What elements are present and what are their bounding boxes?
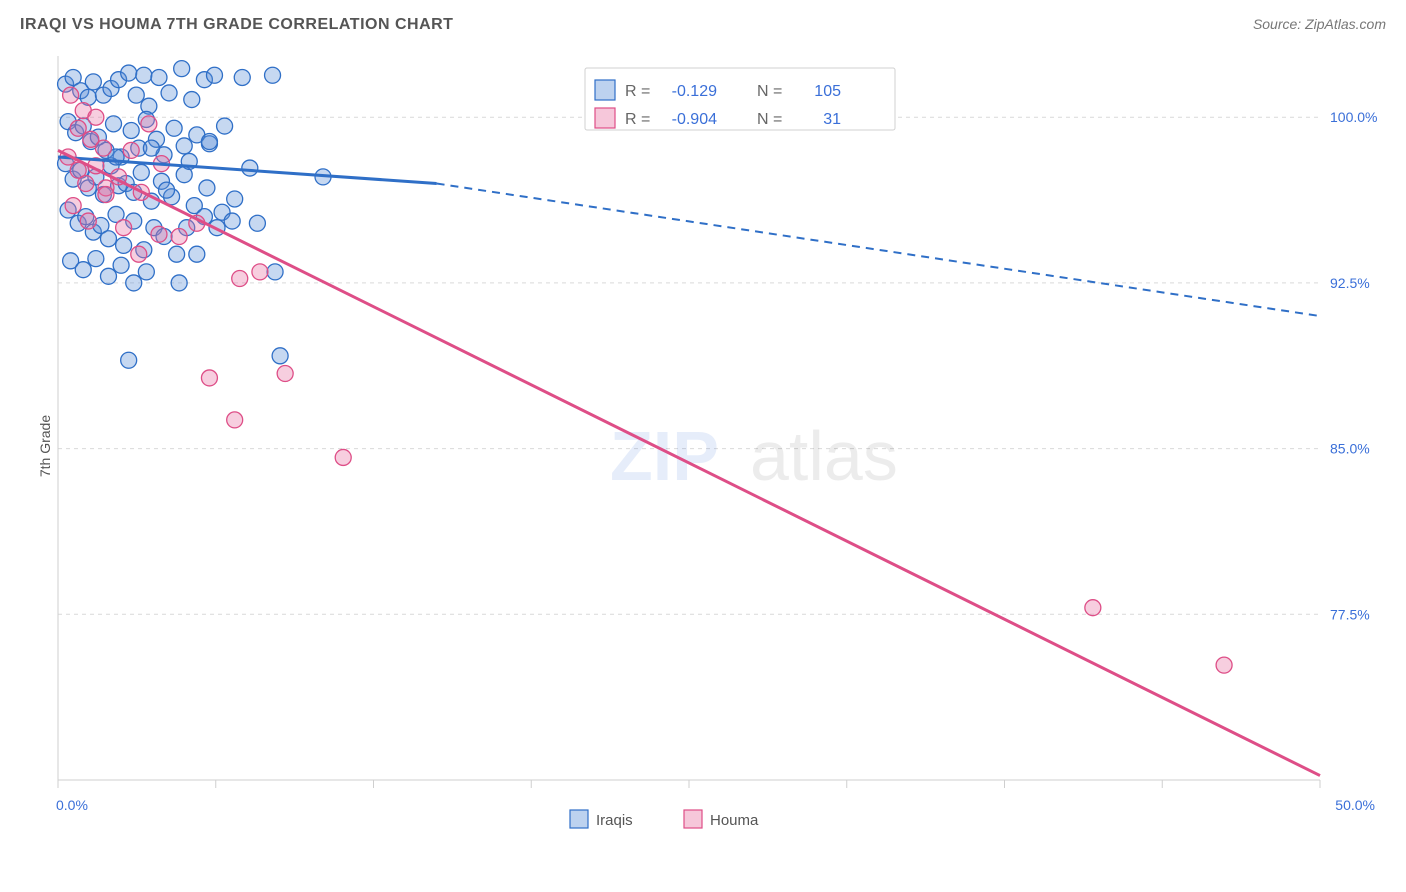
legend-n-label: N = <box>757 83 782 100</box>
data-point <box>277 366 293 382</box>
data-point <box>252 264 268 280</box>
data-point <box>113 257 129 273</box>
data-point <box>201 370 217 386</box>
watermark-light: atlas <box>750 417 898 495</box>
data-point <box>176 138 192 154</box>
x-tick-label: 50.0% <box>1335 797 1375 813</box>
data-point <box>106 116 122 132</box>
data-point <box>121 65 137 81</box>
data-point <box>227 412 243 428</box>
data-point <box>335 449 351 465</box>
data-point <box>78 176 94 192</box>
data-point <box>184 92 200 108</box>
data-point <box>272 348 288 364</box>
data-point <box>151 69 167 85</box>
data-point <box>249 215 265 231</box>
data-point <box>169 246 185 262</box>
y-tick-label: 85.0% <box>1330 441 1370 457</box>
legend-n-value: 105 <box>814 83 841 100</box>
trend-line <box>58 150 1320 775</box>
y-tick-label: 77.5% <box>1330 606 1370 622</box>
data-point <box>133 164 149 180</box>
legend-r-label: R = <box>625 111 650 128</box>
data-point <box>232 271 248 287</box>
data-point <box>171 229 187 245</box>
data-point <box>189 246 205 262</box>
legend-swatch <box>595 80 615 100</box>
data-point <box>199 180 215 196</box>
data-point <box>80 213 96 229</box>
chart-svg: 77.5% 85.0% 92.5% 100.0% 0.0% 50.0% ZIP atlas R … <box>50 50 1380 830</box>
data-point <box>95 140 111 156</box>
data-point <box>161 85 177 101</box>
data-point <box>242 160 258 176</box>
data-point <box>128 87 144 103</box>
watermark-bold: ZIP <box>610 417 719 495</box>
legend-r-value: -0.904 <box>672 111 717 128</box>
legend-swatch <box>595 108 615 128</box>
data-point <box>63 87 79 103</box>
data-point <box>131 246 147 262</box>
legend-r-value: -0.129 <box>672 83 717 100</box>
source-label: Source: ZipAtlas.com <box>1253 16 1386 32</box>
data-point <box>234 69 250 85</box>
data-point <box>123 122 139 138</box>
data-point <box>201 134 217 150</box>
legend-r-label: R = <box>625 83 650 100</box>
data-point <box>138 264 154 280</box>
data-point <box>171 275 187 291</box>
x-tick-label: 0.0% <box>56 797 88 813</box>
data-point <box>88 251 104 267</box>
trend-line-dashed <box>437 184 1320 317</box>
data-point <box>166 120 182 136</box>
chart-title: IRAQI VS HOUMA 7TH GRADE CORRELATION CHA… <box>20 16 453 34</box>
data-point <box>123 142 139 158</box>
data-point <box>136 67 152 83</box>
bottom-legend-swatch <box>684 810 702 828</box>
data-point <box>98 187 114 203</box>
data-point <box>85 74 101 90</box>
data-point <box>100 231 116 247</box>
data-point <box>126 275 142 291</box>
data-point <box>116 237 132 253</box>
bottom-legend-label: Iraqis <box>596 812 633 829</box>
data-point <box>1216 657 1232 673</box>
data-point <box>143 140 159 156</box>
data-point <box>121 352 137 368</box>
data-point <box>1085 600 1101 616</box>
data-point <box>116 220 132 236</box>
bottom-legend-swatch <box>570 810 588 828</box>
data-point <box>206 67 222 83</box>
data-point <box>159 182 175 198</box>
data-point <box>75 262 91 278</box>
data-point <box>88 109 104 125</box>
data-point <box>217 118 233 134</box>
legend-n-label: N = <box>757 111 782 128</box>
y-tick-label: 92.5% <box>1330 275 1370 291</box>
data-point <box>227 191 243 207</box>
data-point <box>174 61 190 77</box>
data-point <box>224 213 240 229</box>
data-point <box>265 67 281 83</box>
data-point <box>100 268 116 284</box>
data-point <box>70 120 86 136</box>
bottom-legend-label: Houma <box>710 812 759 829</box>
data-point <box>141 116 157 132</box>
data-point <box>65 198 81 214</box>
y-tick-label: 100.0% <box>1330 109 1377 125</box>
data-point <box>151 226 167 242</box>
chart-plot-area: 77.5% 85.0% 92.5% 100.0% 0.0% 50.0% ZIP atlas R … <box>50 50 1380 830</box>
data-point <box>267 264 283 280</box>
legend-n-value: 31 <box>823 111 841 128</box>
